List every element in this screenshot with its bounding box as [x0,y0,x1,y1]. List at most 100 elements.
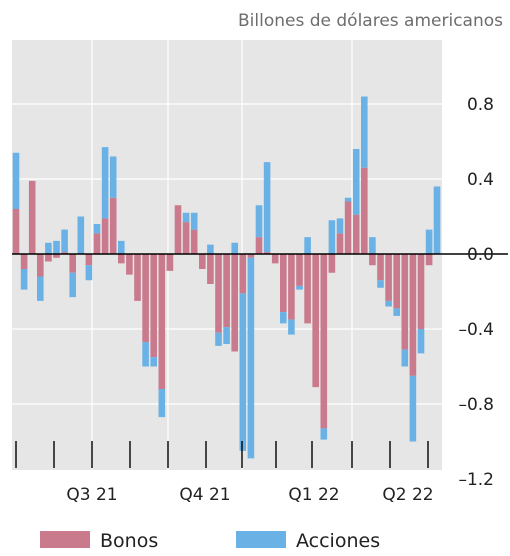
bar-bonos [45,254,52,262]
bar-acciones [352,149,360,215]
bar-acciones [255,205,263,238]
bar-bonos [174,205,182,254]
x-axis-ticks: Q3 21 Q4 21 Q1 22 Q2 22 [15,441,434,505]
x-tick-label: Q3 21 [66,485,117,505]
x-tick-label: Q1 22 [288,485,339,505]
bar-bonos [263,252,271,254]
bar-acciones [223,327,230,344]
bar-acciones [328,220,336,254]
bar-acciones [369,237,376,254]
bar-acciones [280,312,287,324]
bar-acciones [296,285,303,290]
legend-label: Bonos [100,530,158,552]
bar-bonos [12,209,20,254]
bar-acciones [61,229,68,253]
legend-swatch [40,531,90,548]
y-tick-label: 0.0 [467,245,494,265]
x-tick-label: Q2 22 [382,485,433,505]
bar-acciones [77,216,85,254]
bar-bonos [304,254,311,324]
bar-bonos [352,214,360,254]
bar-acciones [425,229,433,254]
bar-bonos [199,254,206,269]
bar-acciones [377,280,384,288]
bar-bonos [134,254,141,301]
bar-bonos [223,254,230,328]
bar-bonos [61,252,68,254]
bar-acciones [85,265,93,281]
bar-bonos [239,254,247,294]
bar-acciones [239,293,247,451]
bar-acciones [118,240,125,254]
bar-bonos [85,254,93,266]
bar-bonos [409,254,417,376]
bar-bonos [247,254,255,258]
bar-acciones [142,342,149,367]
y-tick-label: 0.4 [467,170,494,190]
bar-bonos [328,254,336,273]
bar-bonos [118,254,125,264]
bar-bonos [271,254,279,264]
bar-acciones [37,276,44,301]
y-axis-ticks: 0.8 0.4 0.0 –0.4 –0.8 –1.2 [458,95,494,490]
bar-bonos [20,254,28,269]
bar-bonos [344,201,352,254]
unit-label: Billones de dólares americanos [238,11,503,31]
bar-bonos [142,254,149,343]
bar-bonos [93,233,101,254]
bar-acciones [288,319,295,335]
bar-acciones [150,357,157,367]
legend: Bonos Acciones [40,530,380,552]
bar-acciones [109,156,117,198]
y-tick-label: –1.2 [458,470,494,490]
bar-acciones [336,218,344,234]
bar-bonos [320,254,328,429]
bar-acciones [393,308,400,316]
bar-bonos [296,254,303,286]
bars [12,96,441,459]
bar-bonos [126,254,133,275]
bar-bonos [385,254,392,301]
bar-bonos [207,254,214,284]
bar-acciones [190,212,198,230]
bar-bonos [377,254,384,281]
bar-bonos [182,222,190,254]
bar-bonos [417,254,425,329]
bar-bonos [336,233,344,254]
bar-bonos [312,254,319,388]
bar-bonos [53,254,60,258]
y-tick-label: –0.8 [458,395,494,415]
bar-acciones [409,375,417,442]
bar-bonos [393,254,400,309]
bar-bonos [28,180,36,254]
bar-bonos [401,254,409,350]
y-tick-label: –0.4 [458,320,494,340]
legend-swatch [236,531,286,548]
bar-acciones [231,242,238,254]
bar-acciones [385,300,392,307]
bar-acciones [93,224,101,234]
bar-acciones [320,428,328,440]
bar-acciones [401,349,409,367]
bar-acciones [215,332,222,346]
bar-acciones [182,212,190,223]
bar-acciones [247,257,255,459]
bar-bonos [231,254,238,352]
bar-acciones [433,186,441,254]
bar-acciones [344,197,352,202]
bar-bonos [166,254,174,271]
bar-bonos [280,254,287,313]
bar-acciones [207,244,214,254]
bar-bonos [215,254,222,333]
bar-bonos [425,254,433,266]
bar-bonos [69,254,76,273]
bar-bonos [101,218,109,254]
bar-acciones [158,389,166,418]
bar-acciones [361,96,368,168]
legend-label: Acciones [296,530,380,552]
x-tick-label: Q4 21 [179,485,230,505]
bar-acciones [20,269,28,290]
bar-acciones [12,152,20,209]
bar-acciones [263,162,271,253]
